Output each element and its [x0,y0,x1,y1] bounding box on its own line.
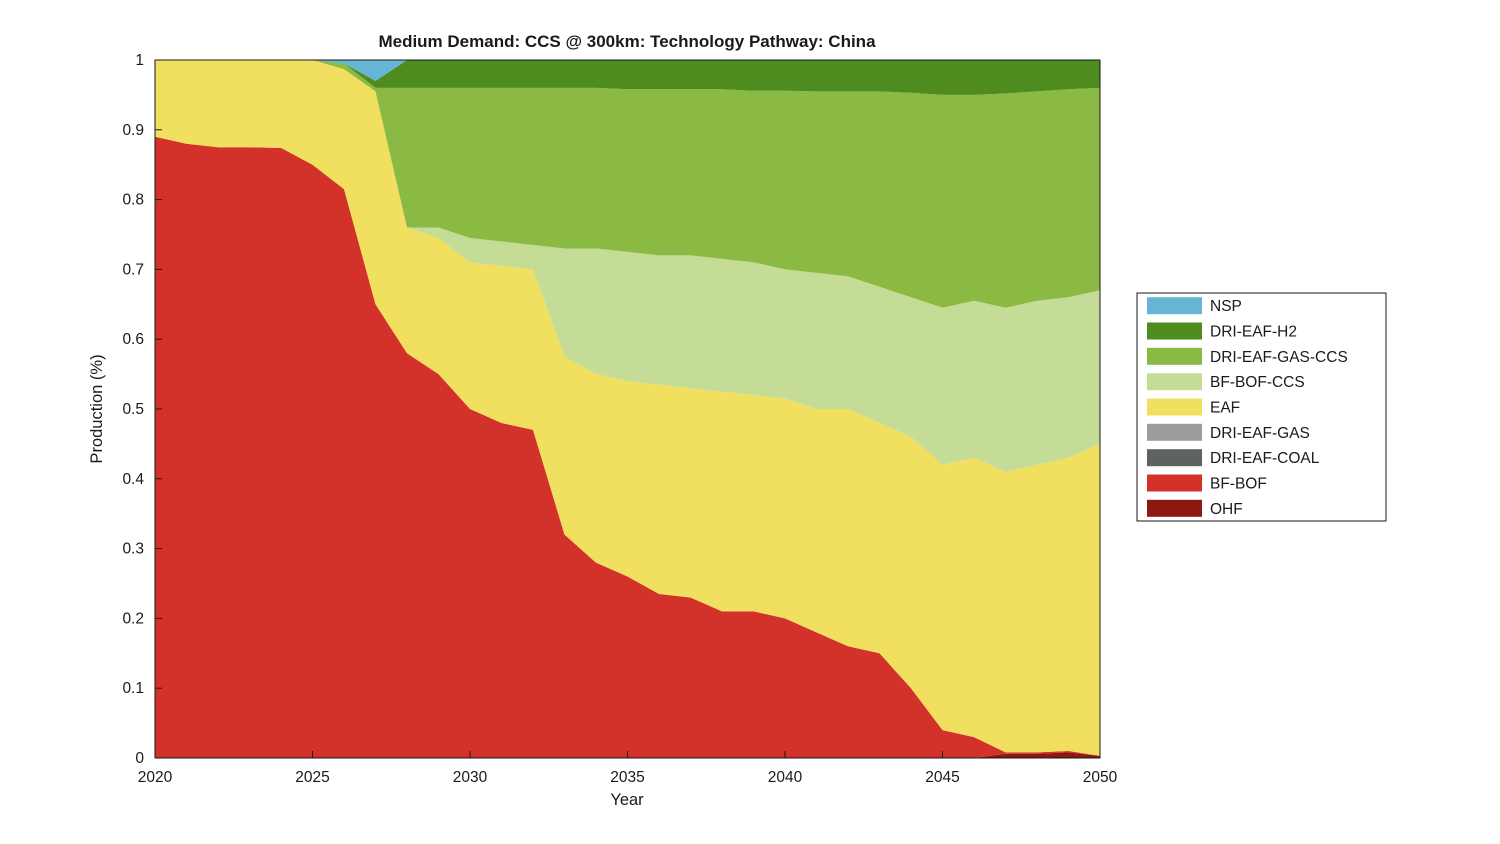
legend-label: BF-BOF-CCS [1210,374,1305,391]
x-axis-label: Year [610,791,644,809]
legend-label: DRI-EAF-H2 [1210,324,1297,341]
x-tick-label: 2045 [925,769,959,786]
x-tick-label: 2030 [453,769,488,786]
y-tick-label: 0.4 [122,471,144,488]
y-tick-label: 0.5 [122,401,144,418]
y-axis-label: Production (%) [88,354,106,463]
plot-area: 2020 2025 2030 2035 2040 2045 2050 0 0.1 0.2 0.3 0.… [122,52,1117,786]
x-tick-label: 2040 [768,769,803,786]
y-tick-label: 0.1 [122,680,144,697]
y-tick-label: 0.7 [122,261,144,278]
area-BF-BOF-CCS [155,60,1100,472]
area-BF-BOF [155,136,1100,759]
y-tick-label: 0.6 [122,331,144,348]
area-DRI-EAF-GAS-CCS [155,60,1100,308]
area-NSP [155,60,1100,81]
x-tick-label: 2050 [1083,769,1118,786]
area-OHF [155,752,1100,758]
legend-label: DRI-EAF-GAS [1210,425,1310,442]
legend-swatch-DRI-EAF-GAS-CCS [1147,347,1202,365]
chart-title: Medium Demand: CCS @ 300km: Technology P… [378,32,876,51]
x-tick-label: 2020 [138,769,173,786]
legend-label: DRI-EAF-GAS-CCS [1210,349,1348,366]
legend-swatch-DRI-EAF-H2 [1147,322,1202,340]
legend-swatch-NSP [1147,297,1202,315]
y-tick-label: 0.3 [122,541,144,558]
legend-label: BF-BOF [1210,476,1267,493]
legend-swatch-DRI-EAF-GAS [1147,423,1202,441]
y-tick-label: 0.9 [122,122,144,139]
legend-swatch-BF-BOF-CCS [1147,373,1202,391]
x-tick-label: 2025 [295,769,329,786]
legend-label: NSP [1210,298,1242,315]
y-tick-label: 1 [135,52,144,69]
legend-swatch-BF-BOF [1147,474,1202,492]
legend-label: DRI-EAF-COAL [1210,450,1320,467]
legend-swatch-DRI-EAF-COAL [1147,449,1202,467]
area-EAF [155,60,1100,756]
legend: NSP DRI-EAF-H2 DRI-EAF-GAS-CCS BF-BOF-CCS EA… [1136,292,1387,522]
legend-label: OHF [1210,501,1243,518]
area-DRI-EAF-H2 [155,60,1100,95]
legend-swatch-OHF [1147,499,1202,517]
y-tick-label: 0.2 [122,610,144,627]
legend-swatch-EAF [1147,398,1202,416]
y-tick-label: 0.8 [122,192,144,209]
y-tick-label: 0 [135,750,144,767]
x-tick-label: 2035 [610,769,644,786]
legend-label: EAF [1210,400,1240,417]
